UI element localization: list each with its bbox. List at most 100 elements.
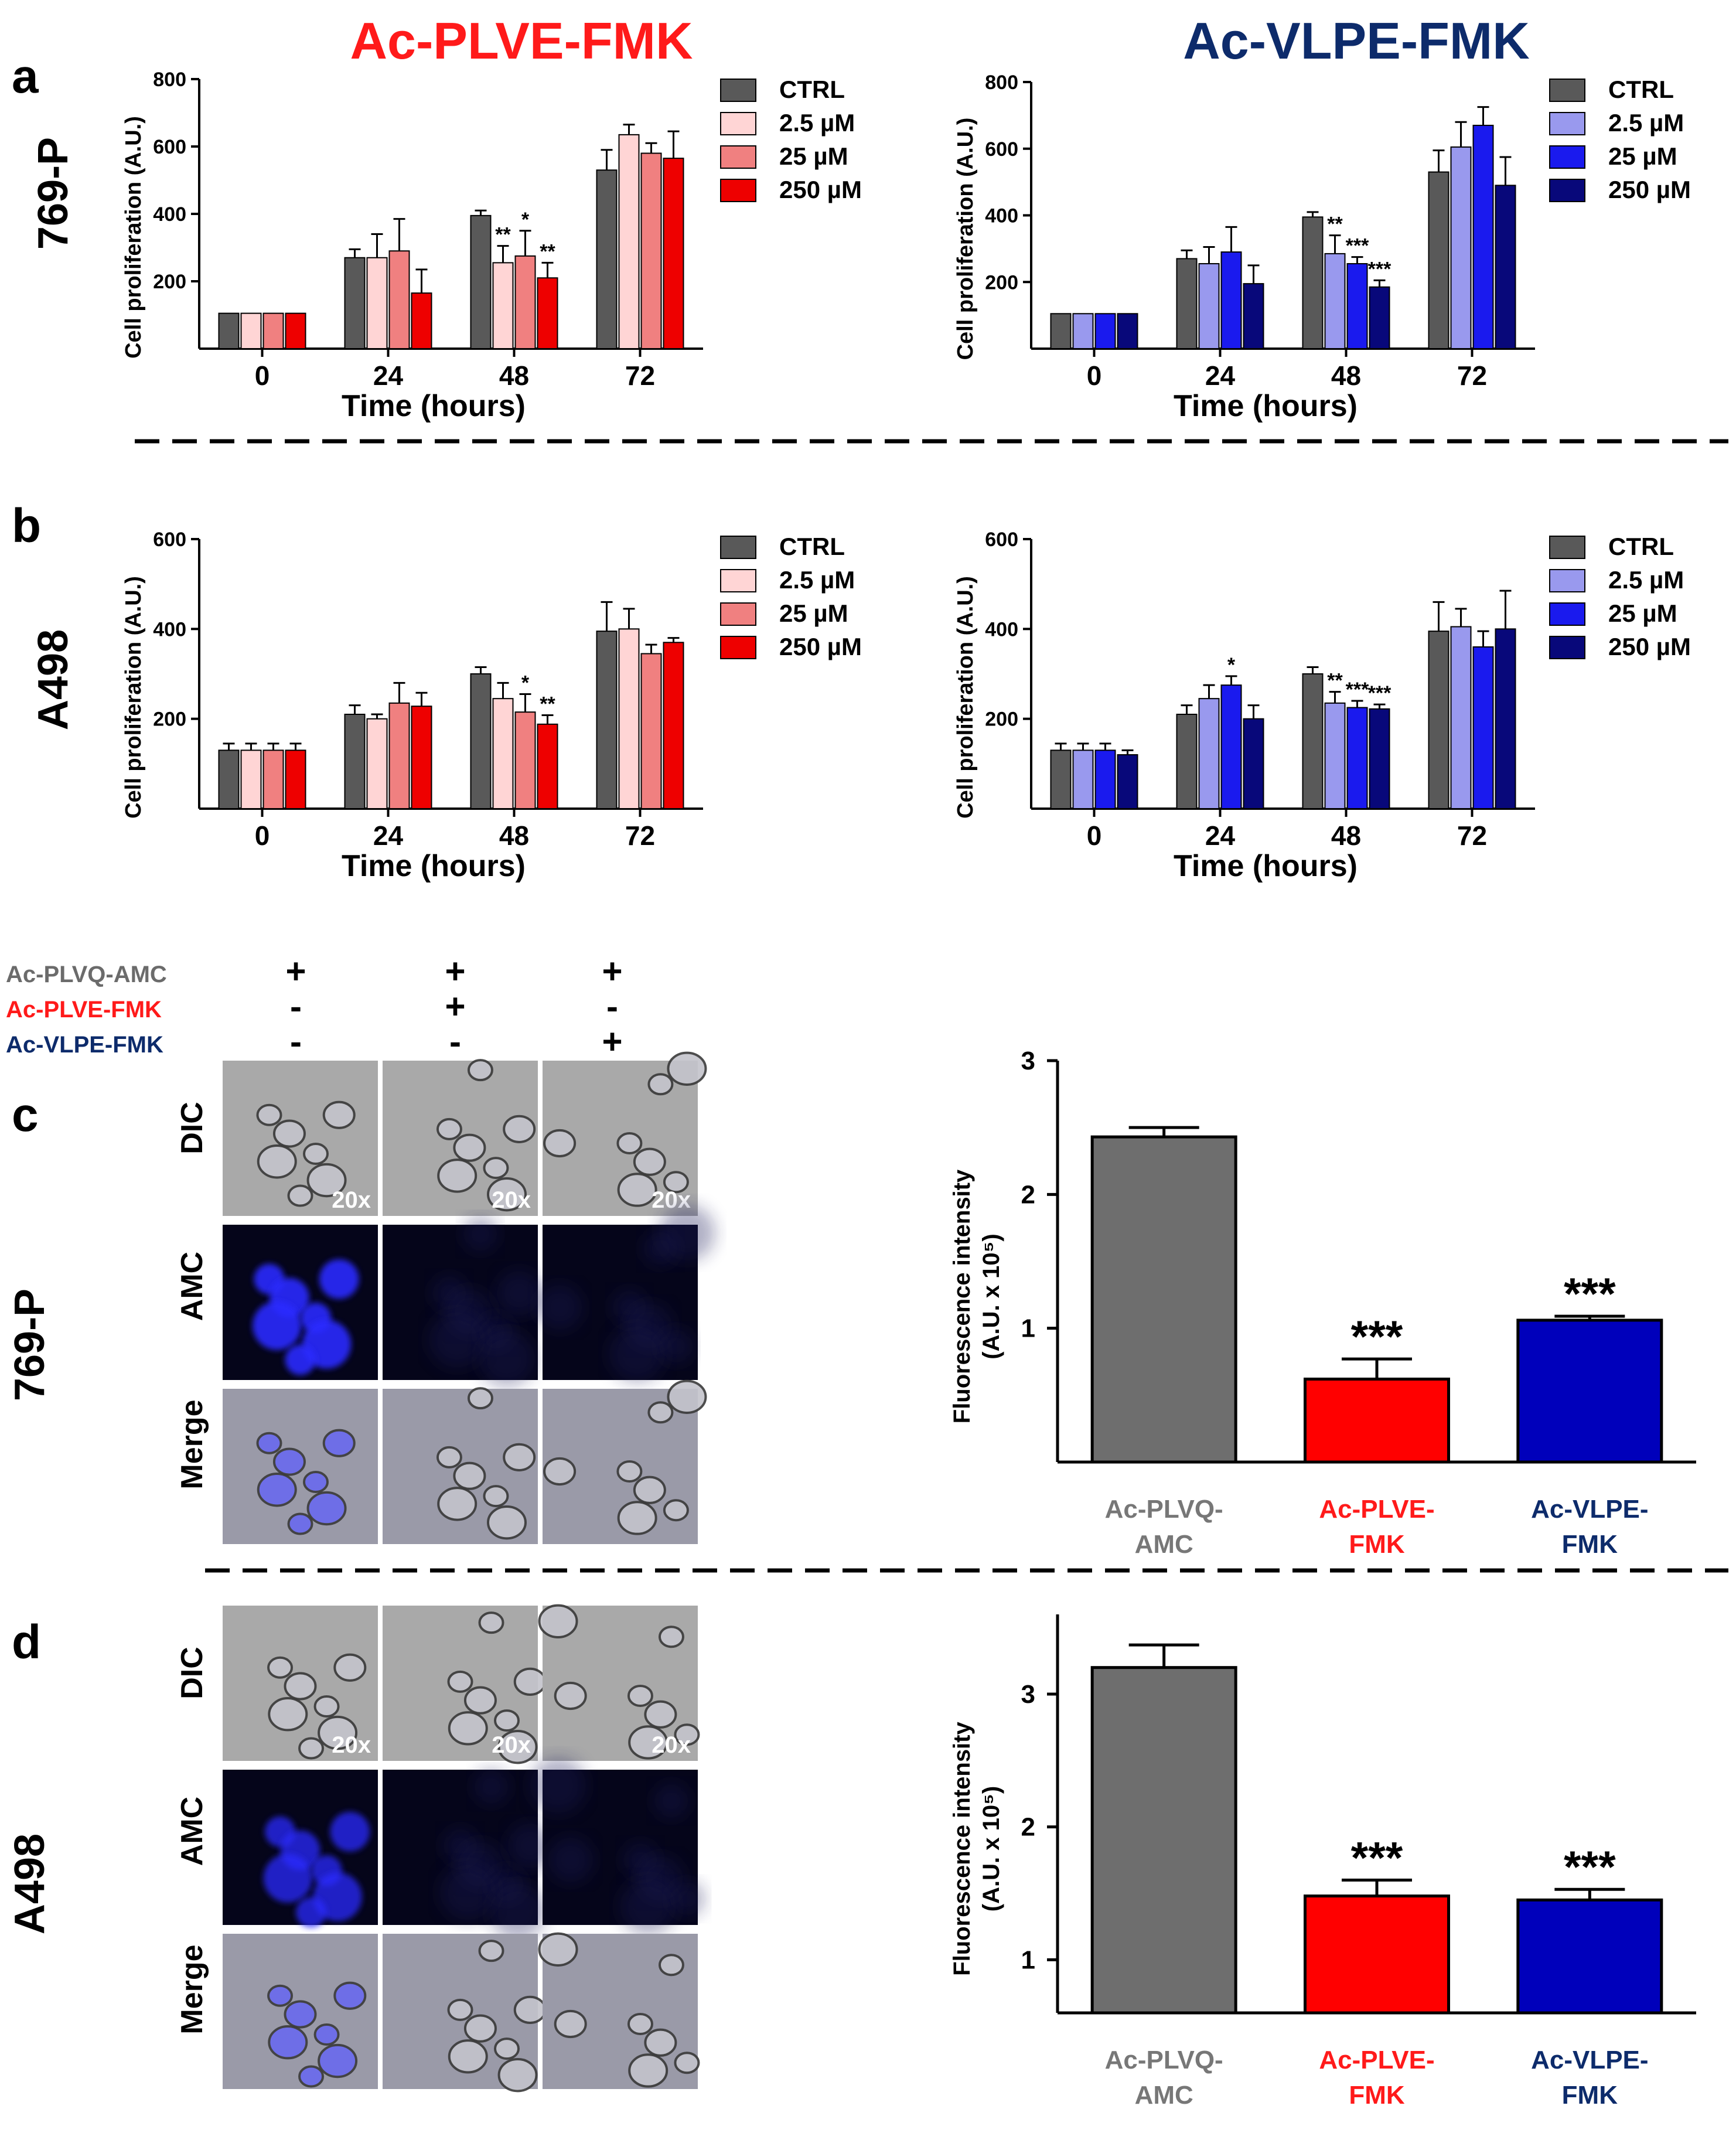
bar <box>470 214 492 349</box>
cell <box>663 1499 689 1522</box>
merge-image <box>538 1932 700 2089</box>
legend-swatch <box>720 636 756 659</box>
row-label-c: 769-P <box>6 1289 53 1401</box>
significance-marker: ** <box>495 224 511 246</box>
fluorescent-cell <box>253 1301 302 1350</box>
bar <box>411 706 432 809</box>
cell <box>487 1177 527 1212</box>
y-tick-label: 3 <box>1021 1047 1035 1075</box>
bar <box>1072 749 1094 810</box>
x-tick-label-line1: Ac-PLVQ- <box>1105 2046 1223 2074</box>
y-tick-label: 200 <box>985 271 1018 294</box>
bar <box>640 152 662 349</box>
magnification-label: 20x <box>492 1732 531 1758</box>
bar <box>492 698 514 809</box>
cell <box>497 1729 538 1764</box>
cell <box>617 1501 657 1535</box>
cell <box>627 1684 653 1707</box>
x-tick-label: 72 <box>625 820 655 851</box>
y-tick-label: 600 <box>985 138 1018 161</box>
merge-image <box>223 1934 378 2089</box>
bar <box>1304 1377 1450 1464</box>
legend-swatch <box>1549 602 1585 626</box>
x-tick-label-line2: FMK <box>1562 2081 1618 2110</box>
y-tick-label: 200 <box>985 708 1018 731</box>
cell <box>267 1656 294 1679</box>
bar <box>1428 631 1449 809</box>
legend-swatch <box>720 112 756 135</box>
y-axis-title-units: (A.U. x 10⁵) <box>978 1786 1004 1911</box>
legend-swatch <box>1549 179 1585 202</box>
header-left: Ac-PLVE-FMK <box>350 12 693 70</box>
condition-mark: + <box>445 987 465 1026</box>
condition-label-vlpe: Ac-VLPE-FMK <box>6 1032 163 1058</box>
cell <box>616 1132 643 1154</box>
cell <box>647 1401 674 1424</box>
fluorescent-cell <box>429 1311 486 1368</box>
micro-label-dic-d: DIC <box>175 1647 209 1699</box>
fluorescent-cell <box>620 1878 677 1935</box>
cell <box>447 1998 473 2021</box>
merge-image <box>543 1379 707 1544</box>
cell <box>322 1100 356 1129</box>
bar <box>537 723 558 810</box>
fluorescent-cell <box>489 1883 546 1940</box>
cell <box>287 1184 313 1207</box>
cell <box>333 1981 367 2010</box>
panel-letter-d: d <box>12 1616 41 1669</box>
fluorescent-cell <box>653 1783 689 1819</box>
cell <box>436 1446 462 1468</box>
cell <box>257 1144 297 1179</box>
bar <box>1516 1318 1663 1464</box>
cell <box>667 1379 707 1414</box>
y-axis-title: Cell proliferation (A.U.) <box>121 576 146 819</box>
bar <box>640 653 662 809</box>
cell <box>287 1512 313 1535</box>
row-label-b: A498 <box>30 629 77 730</box>
significance-marker: *** <box>1351 1833 1403 1883</box>
x-tick-label-line2: FMK <box>1349 2081 1405 2110</box>
x-tick-label: 0 <box>1087 820 1102 851</box>
bar <box>1369 708 1390 810</box>
bar <box>1090 1135 1237 1464</box>
x-tick-label: 0 <box>255 820 270 851</box>
fluorescent-cell <box>658 1328 694 1364</box>
x-tick-label: 0 <box>1087 360 1102 391</box>
x-tick-label-line1: Ac-VLPE- <box>1531 2046 1648 2074</box>
bar <box>388 250 410 349</box>
cell <box>483 1485 509 1508</box>
bar <box>366 257 388 349</box>
micro-label-merge-c: Merge <box>175 1399 209 1489</box>
cell <box>494 1709 520 1732</box>
bar <box>1094 749 1116 810</box>
condition-mark: - <box>290 987 302 1026</box>
cell <box>543 1129 577 1158</box>
y-tick-label: 400 <box>153 203 186 226</box>
dic-image: 20x <box>543 1051 707 1216</box>
dic-image: 20x <box>383 1606 547 1764</box>
legend-swatch <box>1549 536 1585 559</box>
cell <box>298 1737 325 1760</box>
amc-image <box>537 1204 715 1382</box>
cell <box>463 1686 497 1715</box>
cell <box>658 1954 684 1977</box>
legend-swatch <box>1549 636 1585 659</box>
bar <box>262 312 284 349</box>
x-tick-label: 0 <box>255 360 270 391</box>
bar <box>1243 283 1264 349</box>
cell <box>543 1457 577 1486</box>
x-tick-label: 24 <box>1205 360 1236 391</box>
bar <box>411 292 432 349</box>
legend-swatch <box>720 179 756 202</box>
legend-swatch <box>720 569 756 592</box>
y-tick-label: 400 <box>985 205 1018 227</box>
cell <box>313 1695 340 1718</box>
dic-image: 20x <box>383 1059 538 1216</box>
amc-image <box>530 1757 705 1935</box>
fluorescent-cell <box>537 1284 583 1330</box>
bar <box>492 262 514 349</box>
bar <box>514 255 536 349</box>
significance-marker: ** <box>540 240 555 263</box>
x-tick-label: 72 <box>625 360 655 391</box>
